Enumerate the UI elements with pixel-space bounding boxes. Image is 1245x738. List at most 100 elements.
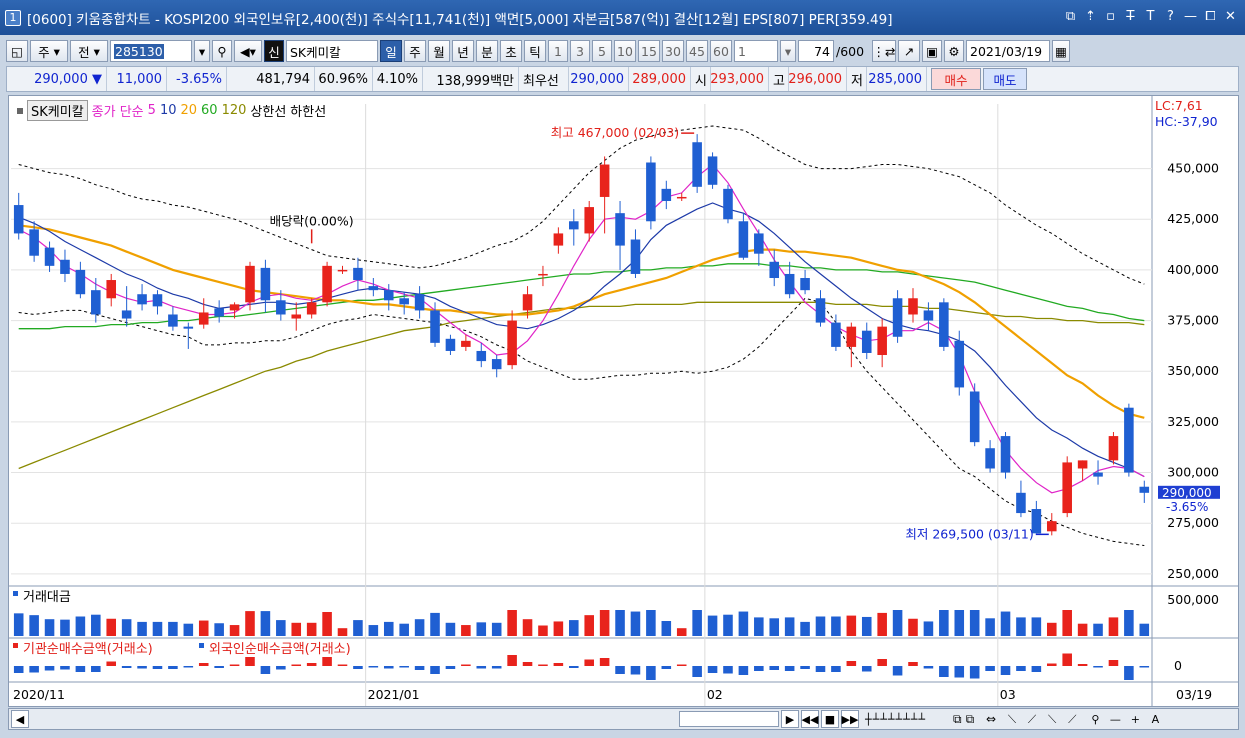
flow-bar [399, 666, 409, 668]
font-strike-icon[interactable]: T̶ [1126, 8, 1135, 24]
close-icon[interactable]: ✕ [1225, 8, 1236, 24]
chart-legend: SK케미칼 종가 단순 5 10 20 60 120 상한선 하한선 [17, 100, 326, 121]
zoom-slider[interactable]: ┼┴┴┴┴┴┴┴ [865, 712, 926, 726]
interval-3[interactable]: 3 [570, 40, 590, 62]
link-icon[interactable]: ⧉ [1065, 8, 1076, 24]
help-icon[interactable]: ? [1167, 8, 1174, 24]
save-icon[interactable]: ▣ [922, 40, 942, 62]
tab-minute[interactable]: 분 [476, 40, 498, 62]
bar-count-input[interactable]: 74 [798, 40, 834, 62]
minimize-icon[interactable]: — [1184, 8, 1197, 24]
volume-bar [383, 621, 394, 636]
pin-top-icon[interactable]: ⇡ [1085, 8, 1096, 24]
font-icon[interactable]: T [1146, 8, 1155, 24]
interval-45[interactable]: 45 [686, 40, 708, 62]
zoom-out-icon[interactable]: — [1109, 712, 1121, 726]
volume-bar [630, 611, 641, 636]
volume-bar [75, 616, 86, 636]
volume-bar [723, 614, 733, 636]
volume-bar [1046, 622, 1057, 636]
auto-scale-icon[interactable]: A [1151, 712, 1160, 726]
restore-icon[interactable]: ⧠ [1205, 8, 1216, 24]
legend-stock-name[interactable]: SK케미칼 [27, 100, 88, 121]
stock-code-input[interactable]: 285130 [110, 40, 192, 62]
bars-icon[interactable]: ⋮⇄ [872, 40, 896, 62]
scroll-start-icon[interactable]: ◀◀ [801, 710, 819, 728]
flow-bar [831, 666, 841, 672]
layout-icon[interactable]: ▫ [1106, 8, 1115, 24]
code-dropdown-icon[interactable]: ▾ [194, 40, 210, 62]
stop-icon[interactable]: ■ [821, 710, 839, 728]
calendar-icon[interactable]: ▦ [1052, 40, 1070, 62]
flow-bar [1124, 666, 1134, 680]
interval-select[interactable]: 1 [734, 40, 778, 62]
interval-5[interactable]: 5 [592, 40, 612, 62]
interval-dropdown-icon[interactable]: ▾ [780, 40, 796, 62]
search-icon[interactable]: ⚲ [212, 40, 232, 62]
sell-button[interactable]: 매도 [983, 68, 1027, 90]
ex-dividend-annotation: 배당락(0.00%) [270, 213, 354, 228]
scroll-right-icon[interactable]: ▶ [781, 710, 799, 728]
zoom-icon[interactable]: ⚲ [1091, 712, 1100, 726]
flow-bar [892, 666, 903, 676]
flow-bar [476, 666, 487, 669]
candle-body [430, 310, 440, 343]
volume-bar [892, 610, 903, 636]
tab-second[interactable]: 초 [500, 40, 522, 62]
scroll-left-icon[interactable]: ◀ [11, 710, 29, 728]
candle-body [1016, 492, 1026, 514]
sound-icon[interactable]: ◀▾ [234, 40, 262, 62]
tab-tick[interactable]: 틱 [524, 40, 546, 62]
volume-bar [954, 610, 965, 636]
tab-day[interactable]: 일 [380, 40, 402, 62]
range-select[interactable]: 전 ▾ [70, 40, 108, 62]
flow-bar [245, 657, 255, 666]
volume-bar [1077, 623, 1088, 636]
candle-body [831, 322, 841, 347]
volume-bar [584, 615, 594, 636]
flow-bar [553, 663, 564, 666]
gear-icon[interactable]: ⚙ [944, 40, 964, 62]
trend-icon[interactable]: ↗ [898, 40, 920, 62]
candlestick-chart[interactable]: 450,000 425,000 400,000 375,000 350,000 325,0… [9, 96, 1238, 706]
volume-bar [615, 610, 625, 636]
interval-60[interactable]: 60 [710, 40, 732, 62]
window-number: 1 [5, 9, 21, 26]
candle-body [476, 350, 487, 362]
tab-year[interactable]: 년 [452, 40, 474, 62]
volume-bar [353, 620, 363, 636]
interval-1[interactable]: 1 [548, 40, 568, 62]
volume-bar [461, 625, 471, 636]
buy-button[interactable]: 매수 [931, 68, 981, 90]
interval-15[interactable]: 15 [638, 40, 660, 62]
scroll-end-icon[interactable]: ▶▶ [841, 710, 859, 728]
tab-month[interactable]: 월 [428, 40, 450, 62]
price-chart-area[interactable]: 450,000 425,000 400,000 375,000 350,000 325,0… [8, 95, 1239, 707]
chart-layout-icon[interactable]: ◱ [6, 40, 28, 62]
x-tick-label: 2020/11 [13, 687, 65, 702]
flow-bar [106, 661, 117, 666]
drawing-tools[interactable]: ⧉⧉ ⇔ ⟍ ⟋ ⟍ ⟋ [953, 711, 1081, 726]
tab-week[interactable]: 주 [404, 40, 426, 62]
candle-body [1062, 462, 1072, 514]
x-tick-label: 03 [1000, 687, 1016, 702]
flow-bar [13, 666, 24, 673]
flow-bar [291, 664, 302, 666]
candle-body [60, 259, 70, 274]
candle-body [800, 278, 810, 291]
scroll-thumb[interactable] [679, 711, 779, 727]
low-label: 저 [847, 67, 867, 91]
flow-bar [461, 664, 471, 666]
chart-type-select[interactable]: 주 ▾ [30, 40, 68, 62]
interval-30[interactable]: 30 [662, 40, 684, 62]
candle-body [692, 142, 702, 187]
chart-scrollbar[interactable]: ◀ ▶ ◀◀ ■ ▶▶ ┼┴┴┴┴┴┴┴ ⧉⧉ ⇔ ⟍ ⟋ ⟍ ⟋ ⚲ — + … [8, 708, 1239, 730]
flow-bar [861, 666, 872, 672]
zoom-in-icon[interactable]: + [1130, 712, 1140, 726]
flow-bar [368, 666, 379, 668]
interval-10[interactable]: 10 [614, 40, 636, 62]
current-price: 290,000 ▼ [7, 67, 107, 91]
flow-bar [1031, 666, 1042, 672]
date-input[interactable]: 2021/03/19 [966, 40, 1050, 62]
volume-bar [106, 618, 117, 636]
